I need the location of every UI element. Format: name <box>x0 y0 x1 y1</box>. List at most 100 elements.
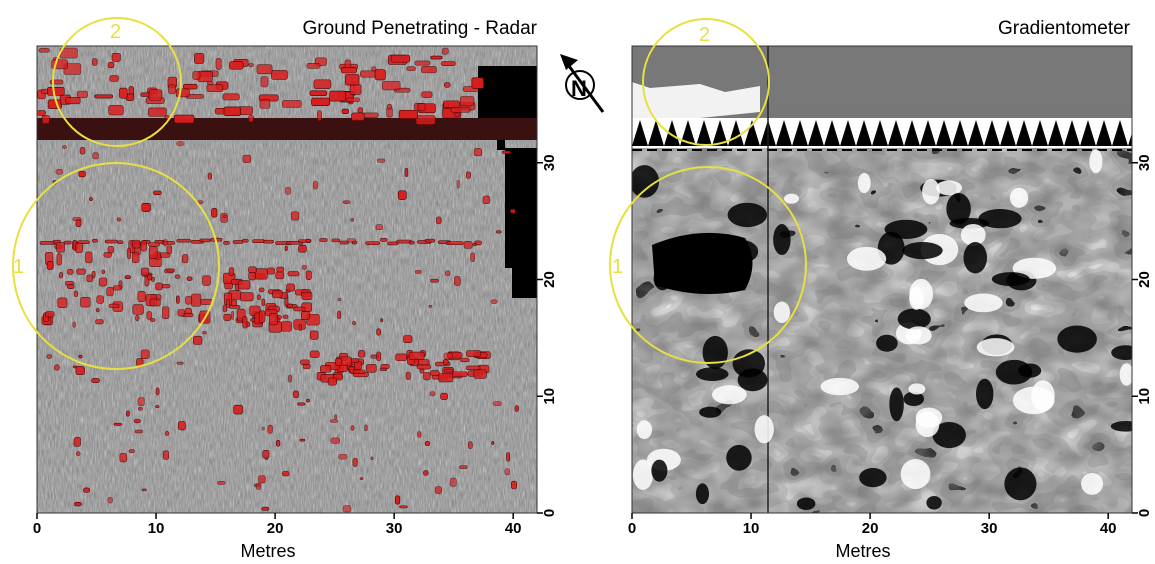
gpr-anomaly-blob <box>387 241 399 246</box>
gpr-anomaly-blob <box>215 58 222 70</box>
grad-anomaly-blob <box>820 377 859 396</box>
gpr-anomaly-blob <box>248 266 257 274</box>
gpr-anomaly-blob <box>430 278 439 283</box>
gpr-anomaly-blob <box>309 350 320 358</box>
gpr-x-tick-label: 0 <box>33 520 41 537</box>
gpr-anomaly-blob <box>370 456 374 460</box>
gpr-anomaly-blob <box>506 452 511 462</box>
grad-map <box>632 46 1132 513</box>
gpr-anomaly-blob <box>56 253 62 266</box>
gpr-anomaly-blob <box>266 267 276 275</box>
grad-anomaly-blob <box>963 242 988 274</box>
gpr-anomaly-blob <box>390 54 411 63</box>
gpr-anomaly-blob <box>200 298 213 305</box>
gpr-anomaly-blob <box>147 242 160 247</box>
gpr-anomaly-blob <box>342 200 351 204</box>
gpr-anomaly-blob <box>149 318 156 322</box>
grad-band-tooth <box>1032 120 1048 146</box>
grad-y-tick-label: 30 <box>1136 154 1153 171</box>
gpr-anomaly-blob <box>242 238 249 243</box>
grad-band-tooth <box>1064 120 1080 146</box>
gpr-anomaly-blob <box>284 187 292 195</box>
gpr-anomaly-blob <box>46 261 54 270</box>
gpr-anomaly-blob <box>414 269 422 274</box>
gpr-anomaly-blob <box>173 114 195 124</box>
gpr-anomaly-blob <box>140 267 150 276</box>
gpr-anomaly-blob <box>75 451 81 456</box>
gpr-anomaly-blob <box>342 505 352 513</box>
gpr-anomaly-blob <box>258 310 266 323</box>
grad-anomaly-blob <box>905 326 932 345</box>
gpr-anomaly-blob <box>155 405 160 408</box>
gpr-anomaly-blob <box>380 364 390 369</box>
gpr-anomaly-blob <box>449 477 457 487</box>
gpr-anomaly-blob <box>293 390 299 399</box>
grad-anomaly-blob <box>884 219 928 239</box>
gpr-anomaly-blob <box>252 239 266 244</box>
grad-anomaly-blob <box>915 411 940 438</box>
gpr-anomaly-blob <box>339 240 349 245</box>
gpr-anomaly-blob <box>107 246 115 254</box>
gpr-anomaly-blob <box>375 224 384 231</box>
gpr-anomaly-blob <box>119 453 128 463</box>
grad-band-tooth <box>856 120 872 146</box>
gpr-anomaly-blob <box>466 171 471 179</box>
gpr-anomaly-blob <box>242 316 248 329</box>
grad-band-tooth <box>888 120 904 146</box>
gpr-anomaly-blob <box>417 103 426 112</box>
gpr-anomaly-blob <box>134 429 143 434</box>
gpr-anomaly-blob <box>248 115 254 123</box>
grad-band-tooth <box>1096 120 1112 146</box>
gpr-anomaly-blob <box>256 294 261 301</box>
gpr-anomaly-blob <box>104 239 118 244</box>
gpr-circle-1 <box>12 162 220 370</box>
gpr-anomaly-blob <box>282 471 290 477</box>
gpr-anomaly-blob <box>222 214 227 218</box>
gpr-anomaly-blob <box>65 97 81 105</box>
gpr-anomaly-blob <box>350 218 355 222</box>
grad-band-tooth <box>1000 120 1016 146</box>
gpr-anomaly-blob <box>186 276 193 281</box>
gpr-anomaly-blob <box>465 365 481 371</box>
grad-top-white <box>632 82 760 118</box>
grad-anomaly-blob <box>651 459 668 482</box>
gpr-anomaly-blob <box>309 90 328 97</box>
gpr-anomaly-blob <box>78 170 86 178</box>
gpr-anomaly-blob <box>66 284 75 289</box>
north-label: N <box>571 76 587 101</box>
grad-anomaly-blob <box>903 391 925 407</box>
gpr-anomaly-blob <box>353 361 363 370</box>
gpr-anomaly-blob <box>222 93 240 101</box>
gpr-anomaly-blob <box>300 311 310 320</box>
gpr-anomaly-blob <box>290 211 300 221</box>
gpr-anomaly-blob <box>116 217 121 222</box>
gpr-x-label: Metres <box>240 541 295 561</box>
grad-anomaly-blob <box>932 421 966 449</box>
grad-anomaly-blob <box>859 467 887 488</box>
gpr-anomaly-blob <box>398 109 418 119</box>
gpr-anomaly-blob <box>417 431 422 438</box>
gpr-anomaly-blob <box>456 179 460 189</box>
grad-anomaly-large <box>652 232 753 294</box>
gpr-anomaly-blob <box>510 480 517 490</box>
gpr-anomaly-blob <box>440 392 448 400</box>
gpr-anomaly-blob <box>319 365 332 373</box>
gpr-anomaly-blob <box>260 76 269 88</box>
gpr-anomaly-blob <box>259 99 271 109</box>
gpr-circle-2-label: 2 <box>110 21 121 43</box>
gpr-anomaly-blob <box>509 208 516 214</box>
grad-band-tooth <box>1112 120 1128 146</box>
gpr-anomaly-blob <box>63 240 72 245</box>
gpr-anomaly-blob <box>166 268 175 273</box>
gpr-x-tick-label: 20 <box>267 520 284 537</box>
gpr-anomaly-blob <box>79 147 86 155</box>
gpr-map <box>37 46 537 513</box>
gpr-anomaly-blob <box>380 318 384 323</box>
gpr-anomaly-blob <box>73 290 79 298</box>
gpr-anomaly-blob <box>57 297 68 309</box>
gpr-anomaly-blob <box>446 241 464 246</box>
gpr-anomaly-blob <box>124 275 131 279</box>
gpr-anomaly-blob <box>350 425 355 431</box>
grad-circle-2-label: 2 <box>699 24 710 46</box>
